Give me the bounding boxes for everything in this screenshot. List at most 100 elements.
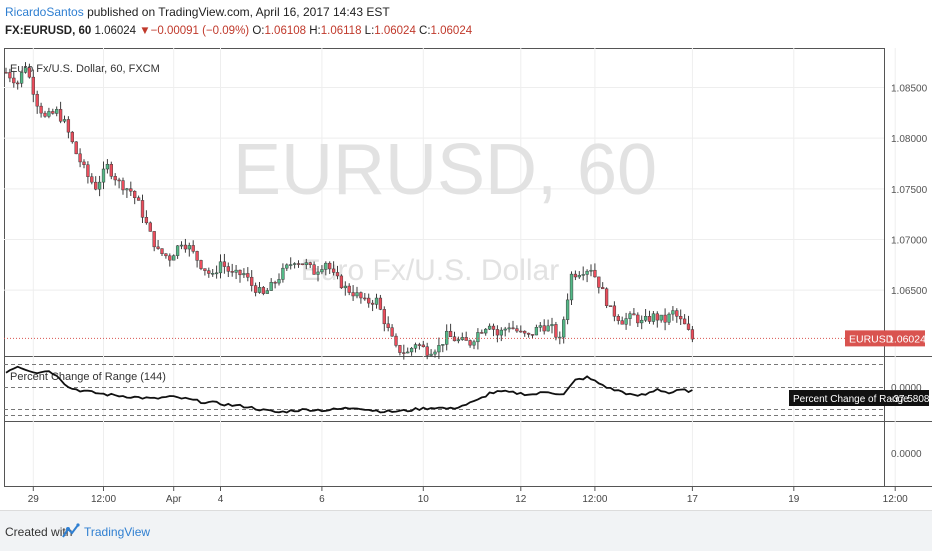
candle-body [632,313,636,316]
candle-body [686,323,691,330]
candle-body [234,269,238,273]
candle-body [74,141,78,155]
candle-body [503,328,507,331]
candle-body [343,285,347,289]
time-tick-label: Apr [166,494,182,505]
candle-body [47,111,51,117]
time-tick-label: 29 [28,494,40,505]
candle-body [97,181,102,190]
candle-body [511,327,515,330]
candle-body [328,262,332,270]
candle-body [526,332,531,335]
candle-body [659,314,663,321]
candle-body [663,314,667,323]
candle-body [495,329,500,336]
candle-body [39,105,43,114]
indicator-axis-tick-2: 0.0000 [891,449,922,460]
candle-body [374,297,379,305]
time-tick-label: 12:00 [582,494,607,505]
candle-body [136,197,141,201]
candle-body [355,292,359,297]
candle-body [222,261,227,267]
open-label: O: [252,25,265,37]
indicator-tag [789,390,929,406]
candle-body [378,297,383,310]
candle-body [129,188,133,192]
candle-body [585,270,589,275]
time-tick-label: 10 [418,494,430,505]
indicator-line [5,365,693,414]
chart-canvas[interactable]: EURUSD, 60 Euro Fx/U.S. Dollar Euro Fx/U… [0,44,932,510]
candle-body [105,164,110,170]
indicator-tag-value: -37.5808 [890,394,930,405]
candle-body [300,263,305,265]
time-tick-label: 17 [687,494,699,505]
candle-body [367,297,371,304]
candle-body [339,275,344,289]
candle-body [246,273,250,278]
candle-body [542,325,546,332]
indicator-title: Percent Change of Range (144) [10,371,166,383]
candle-body [515,328,519,332]
last-price-tag-value: 1.06024 [888,333,926,345]
candle-body [398,345,402,353]
candle-body [23,67,28,73]
candle-body [636,314,640,324]
low-label: L: [364,25,375,37]
time-tick-label: 12 [515,494,527,505]
open-value: 1.06108 [264,25,307,37]
candle-body [589,269,593,272]
indicator-tag-label: Percent Change of Range [793,394,909,405]
author-link[interactable]: RicardoSantos [5,5,84,19]
candle-body [152,231,156,248]
candle-body [66,119,71,133]
candle-body [464,337,468,341]
candle-body [320,269,324,273]
candle-body [448,330,453,338]
candle-body [55,109,59,114]
candle-body [565,299,570,320]
candle-body [8,72,12,79]
publish-line: RicardoSantos published on TradingView.c… [5,5,390,19]
candle-body [437,345,441,353]
candle-body [226,266,230,272]
candle-body [679,316,683,320]
published-text: published on TradingView.com, April 16, … [87,5,390,19]
candle-body [31,76,35,95]
candle-body [101,168,106,183]
candle-body [413,344,418,349]
candle-body [90,176,94,183]
price-tick-label: 1.07500 [891,185,928,196]
candles [4,62,695,360]
candle-body [538,325,542,328]
last-price-tag [845,330,925,347]
candle-body [133,190,137,198]
candle-body [359,292,363,299]
price-tick-label: 1.06500 [891,286,928,297]
candle-body [612,305,617,317]
candle-body [230,271,234,273]
time-tick-label: 12:00 [91,494,116,505]
candle-body [651,313,656,322]
candle-body [12,77,16,84]
candle-body [433,351,437,355]
candle-body [312,264,316,275]
close-value: 1.06024 [430,25,473,37]
candle-body [331,268,336,273]
candle-body [647,316,652,322]
candle-body [456,339,461,342]
candle-body [445,330,449,345]
candle-body [51,111,55,114]
candle-body [214,272,219,275]
tradingview-link[interactable]: TradingView [84,525,151,539]
candle-body [269,281,273,291]
candle-body [144,217,149,224]
candle-body [472,341,476,346]
price-axis-ticks: 1.08500 1.08000 1.07500 1.07000 1.06500 [891,84,928,298]
candle-body [573,273,578,278]
symbol-label: FX:EURUSD, 60 [5,25,92,37]
candle-body [351,292,355,297]
time-tick-label: 12:00 [883,494,908,505]
candle-body [292,263,297,265]
candle-body [402,352,406,354]
